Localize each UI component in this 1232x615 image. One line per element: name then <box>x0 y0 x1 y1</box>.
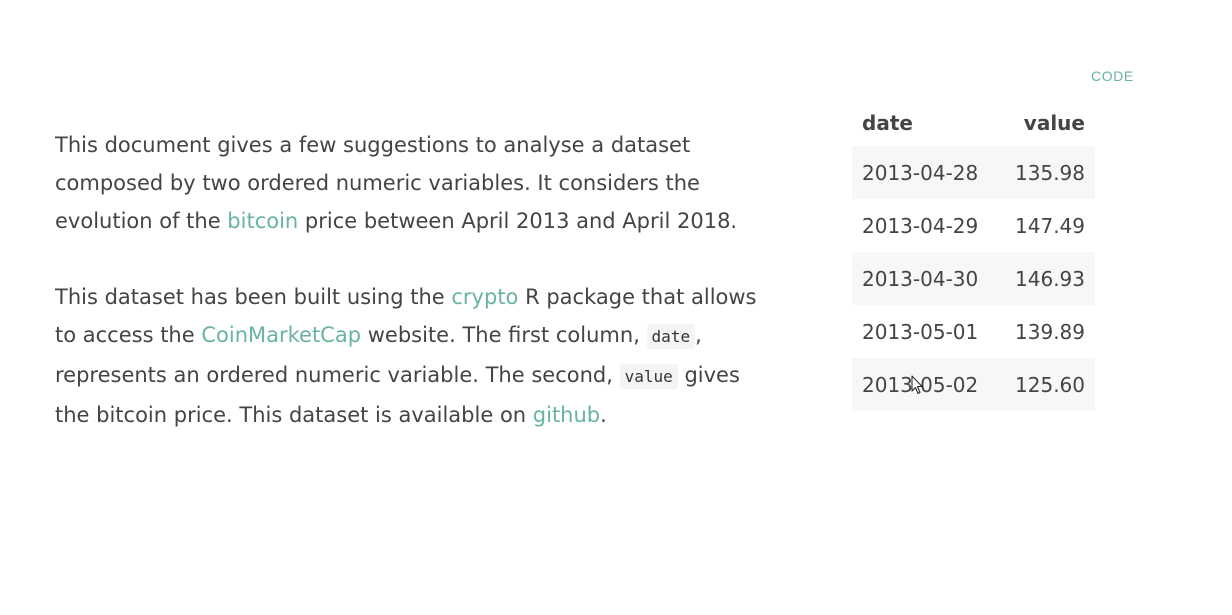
intro-paragraph-1: This document gives a few suggestions to… <box>55 126 770 240</box>
table-row: 2013-05-01 139.89 <box>852 305 1095 358</box>
cell-date: 2013-04-29 <box>862 213 979 238</box>
inline-code-value: value <box>619 364 678 389</box>
p2-text-3: website. The first column, <box>361 323 647 347</box>
table-row: 2013-04-29 147.49 <box>852 199 1095 252</box>
column-header-value: value <box>1023 111 1085 135</box>
inline-code-date: date <box>646 324 696 349</box>
table-row: 2013-04-28 135.98 <box>852 146 1095 199</box>
p1-text-2: price between April 2013 and April 2018. <box>298 209 738 233</box>
p2-text-1: This dataset has been built using the <box>55 285 452 309</box>
p2-text-2: R package that allows to access the <box>55 285 757 347</box>
p2-text-4: , represents an ordered numeric variable… <box>55 323 702 387</box>
data-table: date value 2013-04-28 135.98 2013-04-29 … <box>852 100 1095 411</box>
bitcoin-link[interactable]: bitcoin <box>227 209 299 233</box>
table-row: 2013-04-30 146.93 <box>852 252 1095 305</box>
coinmarketcap-link[interactable]: CoinMarketCap <box>201 323 362 347</box>
table-row: 2013-05-02 125.60 <box>852 358 1095 411</box>
intro-paragraph-2: This dataset has been built using the cr… <box>55 278 770 434</box>
cell-value: 146.93 <box>998 252 1095 305</box>
github-link[interactable]: github <box>532 403 601 427</box>
p2-text-6: . <box>600 403 607 427</box>
intro-text: This document gives a few suggestions to… <box>55 126 770 434</box>
cell-value: 125.60 <box>998 358 1095 411</box>
mouse-pointer-icon <box>911 375 923 394</box>
crypto-link[interactable]: crypto <box>451 285 519 309</box>
p2-text-5: gives the bitcoin price. This dataset is… <box>55 363 740 427</box>
cell-date: 2013-04-28 <box>852 146 999 199</box>
cell-date: 2013-05-01 <box>862 319 979 344</box>
cell-value: 139.89 <box>1015 319 1085 344</box>
cell-value: 135.98 <box>998 146 1095 199</box>
code-button[interactable]: CODE <box>1091 68 1134 84</box>
cell-date: 2013-04-30 <box>852 252 999 305</box>
cell-value: 147.49 <box>1015 213 1085 238</box>
p1-text-1: This document gives a few suggestions to… <box>55 133 700 233</box>
column-header-date: date <box>862 111 913 135</box>
table-header-row: date value <box>852 100 1095 146</box>
cell-date: 2013-05-02 <box>852 358 999 411</box>
